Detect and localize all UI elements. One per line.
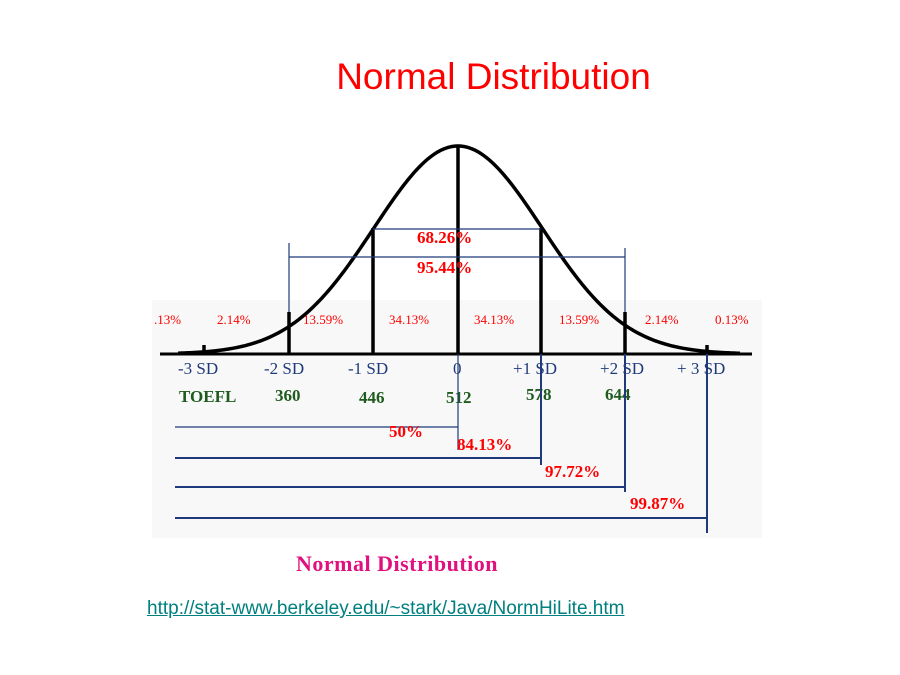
region-percent: .13%: [154, 312, 181, 327]
figure-caption: Normal Distribution: [296, 551, 498, 576]
region-percent: 0.13%: [715, 312, 749, 327]
score-value: 578: [526, 385, 552, 404]
region-percent: 13.59%: [559, 312, 599, 327]
sd-label: + 3 SD: [677, 359, 725, 378]
sd-label: -2 SD: [264, 359, 304, 378]
score-scale-name: TOEFL: [179, 387, 236, 406]
region-percent: 34.13%: [474, 312, 514, 327]
cumulative-percent: 99.87%: [630, 494, 685, 513]
score-value: 360: [275, 386, 301, 405]
score-value: 644: [605, 385, 631, 404]
cumulative-percent: 84.13%: [457, 435, 512, 454]
score-value: 446: [359, 388, 385, 407]
region-percent: 13.59%: [303, 312, 343, 327]
sd-label: -1 SD: [348, 359, 388, 378]
sd-label: +2 SD: [600, 359, 644, 378]
source-link[interactable]: http://stat-www.berkeley.edu/~stark/Java…: [147, 598, 625, 619]
range-label-one-sd: 68.26%: [417, 228, 472, 247]
score-value: 512: [446, 388, 472, 407]
region-percent: 2.14%: [645, 312, 679, 327]
region-percent: 34.13%: [389, 312, 429, 327]
sd-label: 0: [453, 359, 462, 378]
sd-label: -3 SD: [178, 359, 218, 378]
cumulative-percent: 50%: [389, 422, 423, 441]
slide-title: Normal Distribution: [336, 56, 651, 97]
range-label-two-sd: 95.44%: [417, 258, 472, 277]
region-percent: 2.14%: [217, 312, 251, 327]
cumulative-percent: 97.72%: [545, 462, 600, 481]
sd-label: +1 SD: [513, 359, 557, 378]
